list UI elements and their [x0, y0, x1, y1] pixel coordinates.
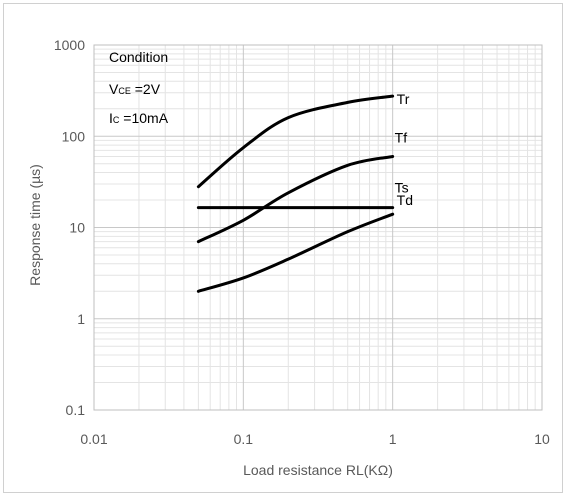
condition-vce: VCE =2V [109, 81, 161, 97]
series-line-tf [196, 154, 395, 244]
x-tick-label: 1 [389, 431, 397, 447]
series-label-tf: Tf [395, 129, 408, 145]
ic-subscript: C [113, 115, 120, 125]
ic-main: I [109, 110, 113, 126]
series-lines [196, 94, 395, 293]
condition-title: Condition [109, 49, 168, 65]
y-tick-label: 100 [62, 128, 86, 144]
vce-subscript: CE [118, 86, 131, 96]
x-tick-labels: 0.01 0.1 1 10 [80, 431, 550, 447]
y-tick-labels: 0.1 1 10 100 1000 [54, 37, 85, 418]
series-label-ts: Ts [395, 180, 409, 196]
y-tick-label: 1 [77, 311, 85, 327]
series-label-td: Td [397, 192, 413, 208]
y-tick-label: 10 [69, 220, 85, 236]
condition-box: Condition VCE =2V IC =10mA [109, 49, 169, 126]
x-axis-title: Load resistance RL(KΩ) [243, 462, 393, 478]
y-axis-title: Response time (µs) [27, 164, 43, 286]
ic-value: =10mA [119, 110, 168, 126]
series-line-td [196, 212, 395, 293]
x-tick-label: 0.1 [234, 431, 254, 447]
series-label-tr: Tr [397, 91, 410, 107]
x-tick-label: 10 [534, 431, 550, 447]
x-tick-label: 0.01 [80, 431, 107, 447]
y-tick-label: 0.1 [66, 402, 86, 418]
vce-value: =2V [131, 81, 161, 97]
plot-area-border [93, 44, 543, 411]
condition-ic: IC =10mA [109, 110, 169, 126]
series-line-tr [196, 94, 395, 189]
y-tick-label: 1000 [54, 37, 85, 53]
vce-main: V [109, 81, 119, 97]
